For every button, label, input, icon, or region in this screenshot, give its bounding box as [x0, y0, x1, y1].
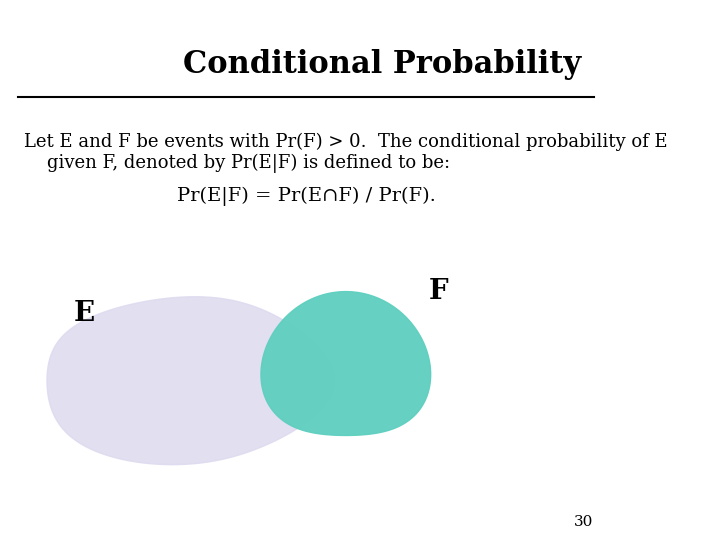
Text: Conditional Probability: Conditional Probability [184, 49, 582, 79]
Polygon shape [261, 292, 431, 435]
Text: Pr(E|F) = Pr(E∩F) / Pr(F).: Pr(E|F) = Pr(E∩F) / Pr(F). [176, 186, 436, 206]
Text: E: E [73, 300, 94, 327]
Text: F: F [428, 278, 448, 305]
Text: Let E and F be events with Pr(F) > 0.  The conditional probability of E: Let E and F be events with Pr(F) > 0. Th… [24, 132, 668, 151]
Text: given F, denoted by Pr(E|F) is defined to be:: given F, denoted by Pr(E|F) is defined t… [24, 154, 451, 173]
Polygon shape [47, 297, 335, 464]
Text: 30: 30 [575, 515, 594, 529]
